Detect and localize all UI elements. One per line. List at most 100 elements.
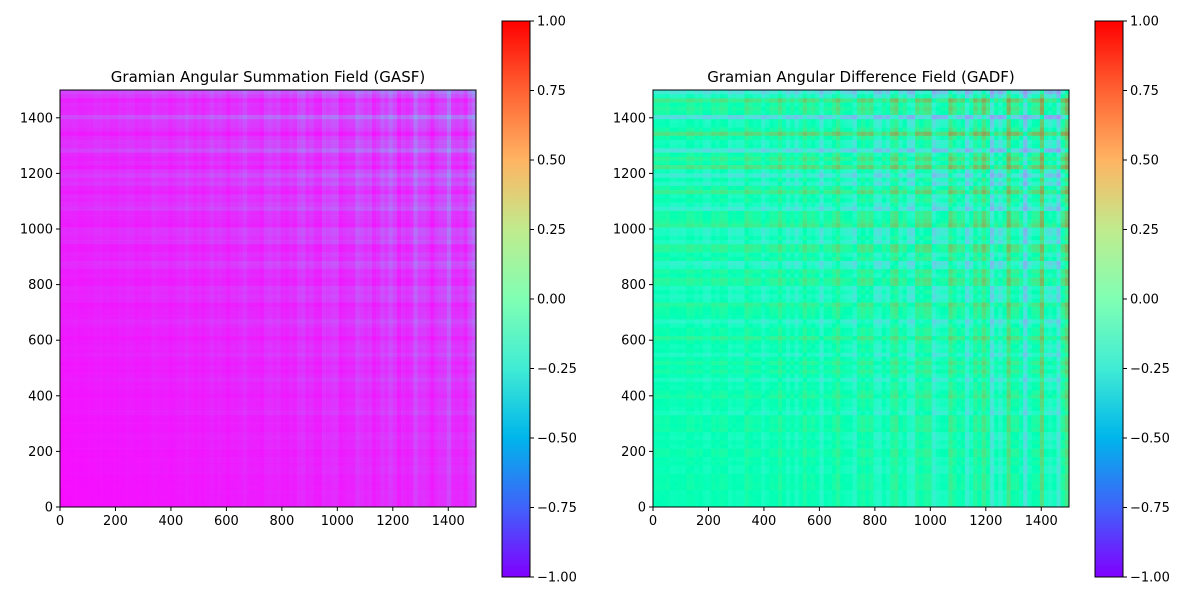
heatmap-cell — [376, 148, 381, 153]
heatmap-cell — [380, 190, 385, 195]
heatmap-cell — [263, 231, 269, 237]
heatmap-cell — [268, 115, 273, 120]
heatmap-cell — [305, 181, 310, 187]
heatmap-cell — [105, 223, 111, 228]
heatmap-cell — [164, 277, 169, 283]
heatmap-cell — [193, 148, 198, 153]
heatmap-cell — [367, 110, 373, 116]
heatmap-cell — [184, 102, 190, 107]
heatmap-cell — [188, 235, 194, 241]
heatmap-cell — [201, 256, 206, 262]
heatmap-cell — [201, 240, 206, 245]
heatmap-cell — [168, 190, 173, 195]
heatmap-cell — [301, 194, 306, 199]
heatmap-cell — [330, 210, 335, 216]
heatmap-cell — [401, 119, 406, 124]
heatmap-cell — [226, 269, 231, 274]
heatmap-cell — [209, 181, 215, 187]
heatmap-cell — [197, 185, 202, 191]
heatmap-cell — [68, 252, 73, 258]
heatmap-cell — [305, 90, 310, 95]
heatmap-cell — [396, 148, 402, 153]
heatmap-cell — [263, 144, 269, 149]
heatmap-cell — [151, 135, 156, 141]
heatmap-cell — [376, 223, 381, 228]
heatmap-cell — [201, 140, 206, 145]
heatmap-cell — [463, 190, 468, 195]
heatmap-cell — [147, 156, 152, 162]
heatmap-cell — [209, 160, 215, 166]
heatmap-cell — [334, 294, 340, 299]
heatmap-cell — [172, 169, 177, 174]
heatmap-cell — [130, 119, 136, 124]
heatmap-cell — [193, 206, 198, 212]
heatmap-cell — [342, 223, 348, 228]
heatmap-cell — [471, 240, 476, 245]
heatmap-cell — [467, 115, 473, 120]
heatmap-cell — [139, 273, 144, 278]
heatmap-cell — [68, 194, 73, 199]
heatmap-cell — [139, 285, 144, 291]
heatmap-cell — [222, 244, 227, 249]
heatmap-cell — [359, 173, 364, 178]
heatmap-cell — [143, 127, 148, 132]
heatmap-cell — [247, 194, 252, 199]
heatmap-cell — [438, 273, 444, 278]
heatmap-cell — [114, 240, 119, 245]
heatmap-cell — [372, 227, 377, 233]
heatmap-cell — [372, 223, 377, 228]
heatmap-cell — [76, 94, 82, 99]
heatmap-cell — [384, 160, 389, 166]
heatmap-cell — [401, 185, 406, 191]
heatmap-cell — [426, 294, 431, 299]
heatmap-cell — [367, 152, 373, 158]
heatmap-cell — [367, 131, 373, 137]
heatmap-cell — [292, 240, 298, 245]
heatmap-cell — [230, 165, 236, 170]
heatmap-cell — [193, 135, 198, 141]
heatmap-cell — [147, 194, 152, 199]
heatmap-cell — [334, 169, 340, 174]
heatmap-cell — [268, 223, 273, 228]
heatmap-cell — [93, 198, 98, 203]
heatmap-cell — [351, 94, 356, 99]
heatmap-cell — [147, 94, 152, 99]
heatmap-cell — [467, 135, 473, 141]
heatmap-cell — [226, 240, 231, 245]
heatmap-cell — [72, 281, 77, 287]
heatmap-cell — [305, 160, 310, 166]
heatmap-cell — [139, 127, 144, 132]
heatmap-cell — [230, 169, 236, 174]
heatmap-cell — [143, 265, 148, 270]
heatmap-cell — [305, 231, 310, 237]
heatmap-cell — [64, 115, 69, 120]
heatmap-cell — [396, 277, 402, 283]
heatmap-cell — [114, 173, 119, 178]
heatmap-cell — [405, 227, 410, 233]
heatmap-cell — [68, 240, 73, 245]
heatmap-cell — [226, 119, 231, 124]
heatmap-cell — [384, 285, 389, 291]
heatmap-cell — [409, 240, 414, 245]
heatmap-cell — [405, 235, 410, 241]
heatmap-cell — [134, 198, 140, 203]
heatmap-cell — [442, 185, 448, 191]
heatmap-cell — [126, 215, 132, 220]
heatmap-cell — [76, 248, 82, 253]
heatmap-cell — [380, 244, 385, 249]
heatmap-cell — [147, 290, 152, 295]
heatmap-cell — [446, 94, 452, 99]
heatmap-cell — [342, 144, 348, 149]
heatmap-cell — [143, 177, 148, 183]
heatmap-cell — [401, 148, 406, 153]
heatmap-cell — [363, 240, 369, 245]
heatmap-cell — [317, 277, 323, 283]
heatmap-cell — [426, 244, 431, 249]
heatmap-cell — [184, 223, 190, 228]
heatmap-cell — [392, 190, 398, 195]
heatmap-cell — [451, 160, 456, 166]
heatmap-cell — [305, 119, 310, 124]
heatmap-cell — [467, 160, 473, 166]
heatmap-cell — [213, 194, 219, 199]
heatmap-cell — [421, 231, 427, 237]
